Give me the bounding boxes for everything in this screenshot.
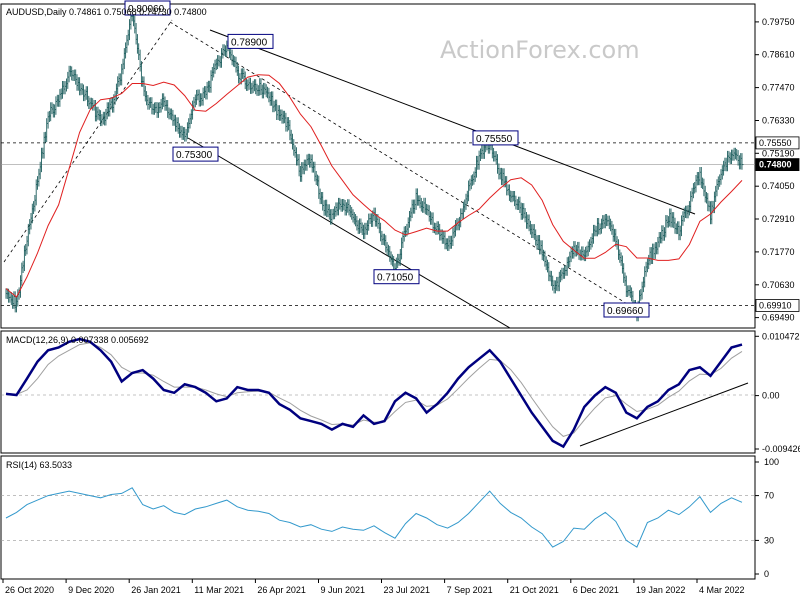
rsi-tick-label: 100: [764, 457, 779, 467]
rsi-line: [5, 487, 743, 548]
macd-tick-label: 0.00: [762, 391, 780, 401]
level-price-box: [755, 136, 800, 150]
level-price-label: 0.75550: [759, 138, 792, 148]
price-tick-label: 0.72910: [762, 214, 795, 224]
time-tick-label: 9 Dec 2020: [68, 585, 114, 595]
price-axis: 0.79750 0.78610 0.77470 0.76330 0.75190 0.740…: [755, 17, 800, 323]
current-price-label: 0.74800: [759, 160, 792, 170]
annotation-label: 0.69660: [607, 306, 644, 317]
watermark: ActionForex.com: [440, 36, 640, 64]
price-tick-label: 0.70630: [762, 280, 795, 290]
price-bars: [5, 11, 744, 322]
annotation-label: 0.75300: [176, 150, 213, 161]
rsi-tick-label: 0: [764, 569, 769, 579]
price-annotations: 0.80060 0.78900 0.75300 0.75550 0.71050 0.696…: [124, 0, 650, 318]
annotation-box: [472, 130, 519, 146]
annotation-box: [124, 0, 171, 16]
macd-panel-frame: [0, 330, 756, 454]
price-panel-frame: [0, 3, 756, 329]
time-tick-label: 26 Oct 2020: [5, 585, 54, 595]
time-tick-label: 7 Sep 2021: [447, 585, 493, 595]
macd-tick-label: -0.009426: [762, 444, 800, 454]
annotation-label: 0.71050: [377, 273, 414, 284]
annotation-box: [227, 33, 274, 49]
time-tick-label: 4 Mar 2022: [699, 585, 745, 595]
price-tick-label: 0.74050: [762, 181, 795, 191]
price-header: AUDUSD,Daily 0.74861 0.75068 0.74730 0.7…: [6, 7, 207, 17]
price-tick-label: 0.79750: [762, 17, 795, 27]
annotation-box: [373, 269, 420, 285]
time-tick-label: 9 Jun 2021: [321, 585, 366, 595]
mid-channel-line: [169, 21, 651, 319]
macd-tick-label: 0.010472: [762, 331, 800, 341]
rsi-axis: 100 70 30 0: [755, 457, 779, 579]
annotation-label: 0.75550: [476, 134, 513, 145]
macd-header: MACD(12,26,9) 0.007338 0.005692: [6, 335, 149, 345]
level-price-box: [755, 299, 800, 312]
rsi-header: RSI(14) 63.5033: [6, 460, 72, 470]
price-tick-label: 0.77470: [762, 83, 795, 93]
current-price-box: [755, 158, 800, 172]
price-tick-label: 0.75190: [762, 148, 795, 158]
macd-trendline: [579, 382, 749, 447]
lower-channel-line: [187, 137, 511, 329]
macd-axis: 0.010472 0.00 -0.009426: [755, 331, 800, 454]
time-tick-label: 6 Dec 2021: [573, 585, 619, 595]
time-tick-label: 23 Jul 2021: [384, 585, 431, 595]
time-tick-label: 19 Jan 2022: [636, 585, 686, 595]
rsi-tick-label: 70: [764, 491, 774, 501]
time-axis: 26 Oct 2020 9 Dec 2020 26 Jan 2021 11 Mar 2…: [2, 579, 745, 595]
moving-average-line: [5, 74, 743, 298]
level-price-label: 0.69910: [759, 301, 792, 311]
time-tick-label: 11 Mar 2021: [194, 585, 244, 595]
annotation-label: 0.78900: [231, 37, 268, 48]
price-levels: [1, 142, 755, 306]
rsi-tick-label: 30: [764, 535, 774, 545]
time-tick-label: 26 Apr 2021: [257, 585, 306, 595]
price-tick-label: 0.78610: [762, 50, 795, 60]
time-tick-label: 21 Oct 2021: [510, 585, 559, 595]
price-tick-label: 0.71770: [762, 247, 795, 257]
time-tick-label: 26 Jan 2021: [131, 585, 181, 595]
rsi-panel-frame: [0, 455, 756, 580]
price-tick-label: 0.76330: [762, 116, 795, 126]
upper-channel-line: [209, 29, 696, 215]
price-tick-label: 0.69490: [762, 313, 795, 323]
annotation-box: [603, 302, 650, 318]
annotation-label: 0.80060: [128, 4, 165, 15]
annotation-box: [172, 146, 219, 162]
macd-main-line: [5, 337, 743, 449]
